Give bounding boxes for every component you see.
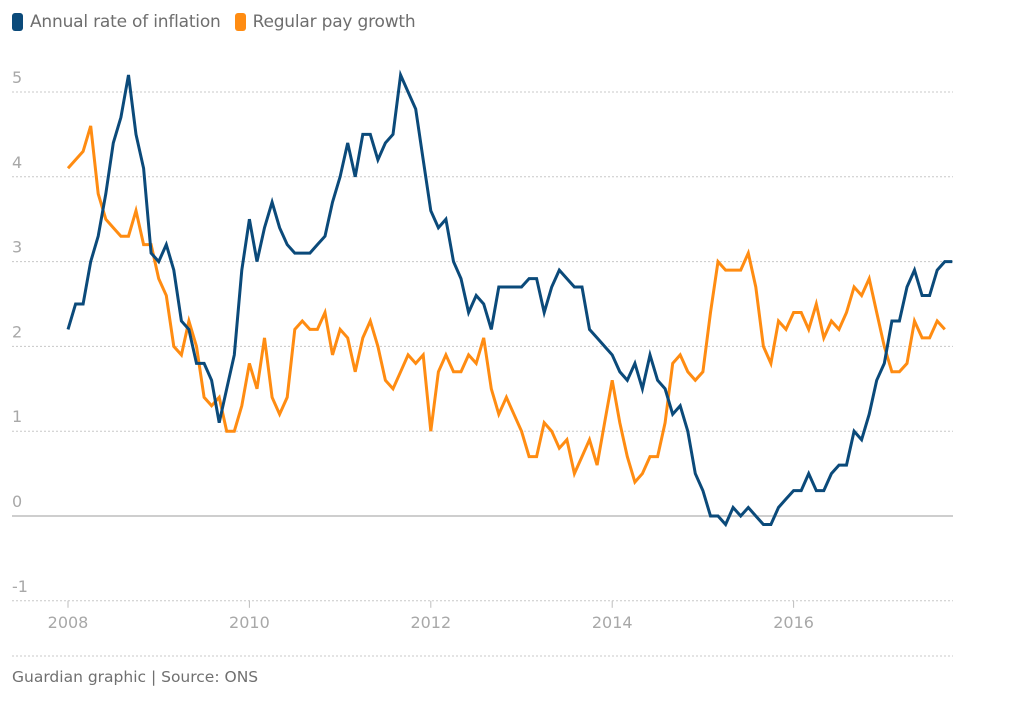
pay-growth-line bbox=[66, 125, 946, 486]
x-tick-label: 2016 bbox=[773, 613, 814, 632]
x-tick-label: 2014 bbox=[592, 613, 633, 632]
y-axis-tick-labels: -1 0 1 2 3 4 5 bbox=[12, 68, 28, 596]
y-tick-label: 0 bbox=[12, 492, 22, 511]
x-tick-label: 2008 bbox=[48, 613, 89, 632]
y-tick-label: 4 bbox=[12, 153, 22, 172]
y-tick-label: 2 bbox=[12, 322, 22, 341]
y-tick-label: -1 bbox=[12, 577, 28, 596]
legend-item-inflation: Annual rate of inflation bbox=[12, 12, 221, 32]
series-lines bbox=[66, 69, 953, 528]
inflation-line bbox=[66, 69, 953, 528]
legend-item-pay-growth: Regular pay growth bbox=[234, 12, 416, 32]
pay-growth-swatch-icon bbox=[234, 13, 246, 31]
x-axis-ticks: 2008 2010 2012 2014 2016 bbox=[48, 600, 814, 632]
x-tick-label: 2010 bbox=[229, 613, 270, 632]
y-tick-label: 1 bbox=[12, 407, 22, 426]
legend-label-pay-growth: Regular pay growth bbox=[252, 12, 416, 32]
x-tick-label: 2012 bbox=[410, 613, 451, 632]
gridlines bbox=[12, 91, 953, 602]
y-tick-label: 3 bbox=[12, 238, 22, 257]
y-tick-label: 5 bbox=[12, 68, 22, 87]
legend-label-inflation: Annual rate of inflation bbox=[30, 12, 221, 32]
inflation-swatch-icon bbox=[12, 13, 23, 31]
chart-legend: Annual rate of inflation Regular pay gro… bbox=[12, 12, 429, 32]
source-footer: Guardian graphic | Source: ONS bbox=[12, 668, 259, 686]
